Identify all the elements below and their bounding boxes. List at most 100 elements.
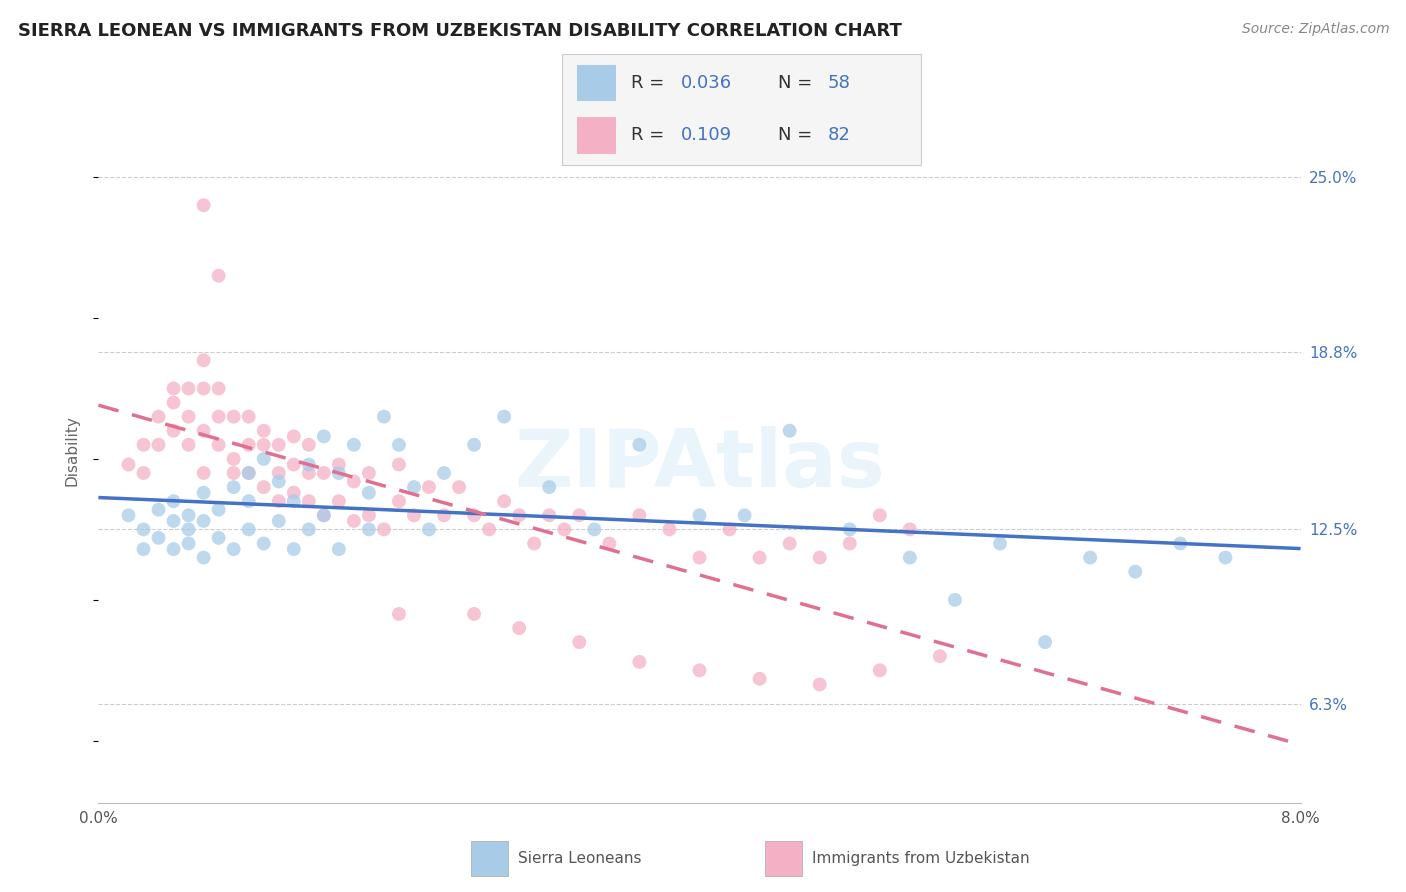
Point [193, 514, 215, 528]
Point [283, 429, 305, 443]
Text: 82: 82 [828, 127, 851, 145]
Point [222, 542, 245, 557]
Point [779, 424, 801, 438]
Point [148, 409, 170, 424]
Point [718, 522, 741, 536]
Text: N =: N = [778, 127, 817, 145]
Point [748, 672, 770, 686]
Point [808, 550, 831, 565]
Point [132, 466, 155, 480]
Text: N =: N = [778, 74, 817, 92]
Point [598, 536, 620, 550]
Point [193, 381, 215, 395]
Point [418, 480, 440, 494]
Point [193, 198, 215, 212]
Point [658, 522, 681, 536]
Point [568, 635, 591, 649]
Point [357, 522, 380, 536]
Point [328, 494, 350, 508]
Point [628, 508, 651, 523]
Point [928, 649, 950, 664]
Point [869, 663, 891, 677]
Point [298, 458, 321, 472]
Point [148, 531, 170, 545]
Point [583, 522, 606, 536]
Point [388, 494, 411, 508]
Point [689, 508, 711, 523]
Point [298, 438, 321, 452]
Point [463, 607, 485, 621]
Text: Source: ZipAtlas.com: Source: ZipAtlas.com [1241, 22, 1389, 37]
Point [177, 508, 200, 523]
Point [222, 480, 245, 494]
Point [283, 485, 305, 500]
Text: R =: R = [630, 127, 669, 145]
Point [328, 458, 350, 472]
Point [494, 494, 516, 508]
Point [343, 475, 366, 489]
Point [1168, 536, 1191, 550]
Point [312, 508, 335, 523]
Point [208, 502, 231, 516]
Point [238, 466, 260, 480]
FancyBboxPatch shape [562, 54, 921, 165]
Point [312, 429, 335, 443]
Point [1215, 550, 1237, 565]
Point [177, 409, 200, 424]
Point [357, 466, 380, 480]
Point [418, 522, 440, 536]
Point [117, 458, 139, 472]
Point [238, 494, 260, 508]
Point [447, 480, 470, 494]
Point [523, 536, 546, 550]
Text: 0.109: 0.109 [681, 127, 733, 145]
Point [748, 550, 770, 565]
Bar [576, 65, 616, 102]
Point [162, 542, 184, 557]
Point [838, 536, 860, 550]
Point [193, 466, 215, 480]
Point [208, 268, 231, 283]
Point [283, 458, 305, 472]
Point [538, 480, 561, 494]
Point [162, 494, 184, 508]
Text: Sierra Leoneans: Sierra Leoneans [517, 851, 641, 866]
Point [208, 531, 231, 545]
Point [402, 480, 425, 494]
Point [343, 514, 366, 528]
Point [162, 395, 184, 409]
Point [298, 494, 321, 508]
Point [298, 522, 321, 536]
Point [988, 536, 1011, 550]
Bar [765, 841, 803, 876]
Text: SIERRA LEONEAN VS IMMIGRANTS FROM UZBEKISTAN DISABILITY CORRELATION CHART: SIERRA LEONEAN VS IMMIGRANTS FROM UZBEKI… [18, 22, 903, 40]
Point [568, 508, 591, 523]
Point [808, 677, 831, 691]
Point [433, 508, 456, 523]
Point [267, 494, 290, 508]
Point [1033, 635, 1056, 649]
Point [148, 502, 170, 516]
Point [628, 438, 651, 452]
Point [869, 508, 891, 523]
Point [689, 550, 711, 565]
Text: 58: 58 [828, 74, 851, 92]
Point [193, 550, 215, 565]
Text: 0.036: 0.036 [681, 74, 733, 92]
Y-axis label: Disability: Disability [65, 415, 80, 486]
Point [177, 438, 200, 452]
Point [283, 494, 305, 508]
Point [267, 514, 290, 528]
Point [253, 451, 276, 466]
Point [132, 522, 155, 536]
Point [132, 542, 155, 557]
Point [238, 466, 260, 480]
Text: Immigrants from Uzbekistan: Immigrants from Uzbekistan [811, 851, 1029, 866]
Point [208, 409, 231, 424]
Point [238, 522, 260, 536]
Point [193, 353, 215, 368]
Point [177, 522, 200, 536]
Point [222, 409, 245, 424]
Point [253, 480, 276, 494]
Point [388, 607, 411, 621]
